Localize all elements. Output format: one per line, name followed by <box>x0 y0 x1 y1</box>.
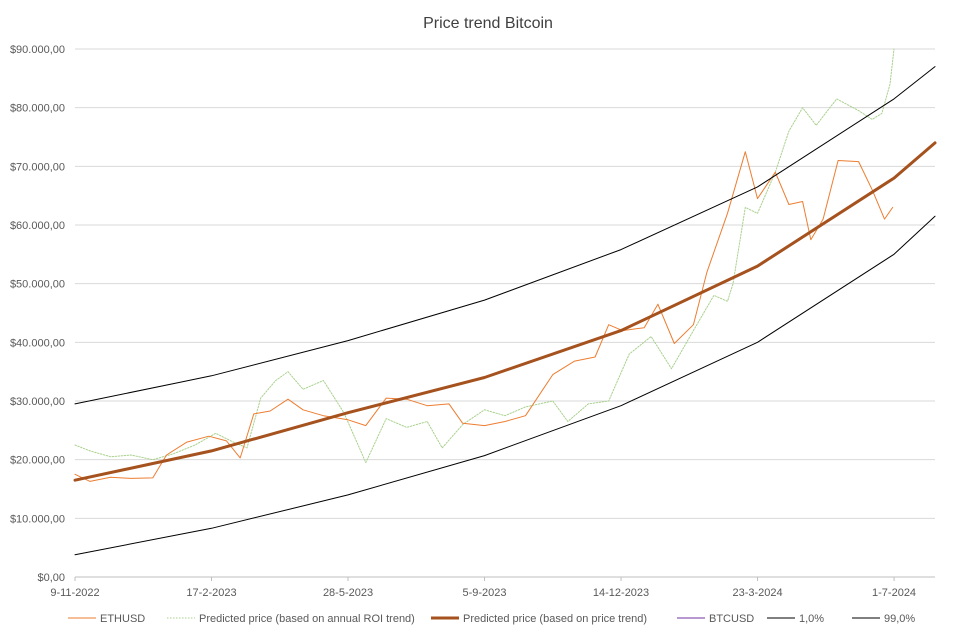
x-tick-label: 14-12-2023 <box>593 587 649 599</box>
y-tick-label: $40.000,00 <box>10 337 65 349</box>
series-lines <box>73 48 937 556</box>
y-axis-tick-labels: $0,00 $10.000,00 $20.000,00 $30.000,00 $40.0… <box>10 44 65 584</box>
legend-label-2: Predicted price (based on price trend) <box>463 613 647 625</box>
series-line-0 <box>74 151 894 482</box>
x-tick-label: 17-2-2023 <box>186 587 236 599</box>
y-tick-label: $60.000,00 <box>10 220 65 232</box>
legend-label-3: BTCUSD <box>709 613 754 625</box>
y-tick-label: $20.000,00 <box>10 455 65 467</box>
y-tick-label: $90.000,00 <box>10 44 65 56</box>
legend-label-1: Predicted price (based on annual ROI tre… <box>199 613 415 625</box>
x-tick-label: 5-9-2023 <box>463 587 507 599</box>
y-tick-label: $50.000,00 <box>10 279 65 291</box>
legend: ETHUSD Predicted price (based on annual R… <box>68 613 915 625</box>
series-line-1 <box>74 48 895 464</box>
series-line-5 <box>74 66 936 405</box>
legend-label-5: 99,0% <box>884 613 915 625</box>
x-tick-label: 28-5-2023 <box>323 587 373 599</box>
y-tick-label: $80.000,00 <box>10 103 65 115</box>
legend-label-0: ETHUSD <box>100 613 145 625</box>
chart-title: Price trend Bitcoin <box>423 15 553 32</box>
y-tick-label: $30.000,00 <box>10 396 65 408</box>
x-axis-tick-labels: 9-11-2022 17-2-2023 28-5-2023 5-9-2023 14-12… <box>50 577 916 599</box>
y-tick-label: $70.000,00 <box>10 161 65 173</box>
x-tick-label: 1-7-2024 <box>872 587 916 599</box>
y-tick-label: $10.000,00 <box>10 513 65 525</box>
series-line-2 <box>73 141 937 482</box>
y-tick-label: $0,00 <box>37 572 65 584</box>
series-line-4 <box>74 215 936 556</box>
x-tick-label: 9-11-2022 <box>50 587 99 599</box>
x-tick-label: 23-3-2024 <box>732 587 782 599</box>
grid-lines <box>75 48 935 578</box>
legend-label-4: 1,0% <box>799 613 824 625</box>
